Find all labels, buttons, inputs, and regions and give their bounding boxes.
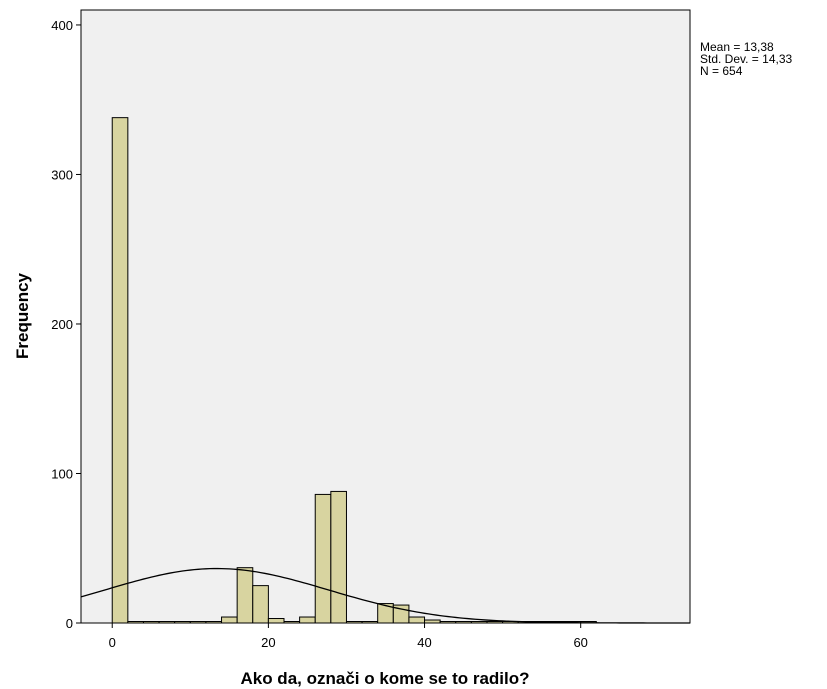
- histogram-bar: [299, 616, 316, 624]
- x-axis-title: Ako da, označi o kome se to radilo?: [240, 669, 529, 688]
- histogram-bar: [424, 619, 441, 624]
- y-tick-label: 0: [66, 616, 73, 631]
- histogram-bar: [439, 621, 457, 624]
- y-axis-title: Frequency: [13, 272, 32, 359]
- histogram-bar: [314, 493, 332, 624]
- x-tick-label: 60: [573, 635, 587, 650]
- y-tick-label: 200: [51, 317, 73, 332]
- x-tick-label: 20: [261, 635, 275, 650]
- normal-curve: [80, 567, 690, 624]
- histogram-bar: [486, 621, 504, 624]
- histogram-bar: [455, 621, 472, 624]
- histogram-bar: [127, 621, 144, 624]
- plot-area: [80, 9, 691, 624]
- x-tick-label: 0: [109, 635, 116, 650]
- histogram-bar: [361, 621, 379, 624]
- y-tick-label: 400: [51, 18, 73, 33]
- histogram-bar: [221, 616, 238, 624]
- histogram-bar: [470, 621, 488, 624]
- histogram-bar: [142, 621, 160, 624]
- histogram-bar: [330, 490, 347, 624]
- histogram-bar: [189, 621, 207, 624]
- mean-label: Mean = 13,38: [700, 40, 774, 54]
- y-axis-ticks: 0 100 200 300 400: [51, 18, 81, 631]
- histogram-bar: [283, 621, 301, 624]
- summary-statistics: Mean = 13,38 Std. Dev. = 14,33 N = 654: [700, 41, 792, 77]
- histogram-bar: [174, 621, 191, 624]
- x-axis-ticks: 0 20 40 60: [109, 623, 588, 650]
- histogram-bar: [158, 621, 176, 624]
- y-tick-label: 100: [51, 466, 73, 481]
- histogram-bar: [408, 616, 426, 624]
- std-dev-label: Std. Dev. = 14,33: [700, 52, 793, 66]
- histogram-bar: [267, 618, 285, 624]
- y-tick-label: 300: [51, 167, 73, 182]
- histogram-bar: [236, 567, 254, 624]
- histogram-bar: [252, 585, 269, 624]
- histogram-bar: [111, 117, 129, 624]
- x-tick-label: 40: [417, 635, 431, 650]
- histogram-bar: [345, 621, 363, 624]
- n-label: N = 654: [700, 64, 743, 78]
- histogram-bar: [205, 621, 223, 624]
